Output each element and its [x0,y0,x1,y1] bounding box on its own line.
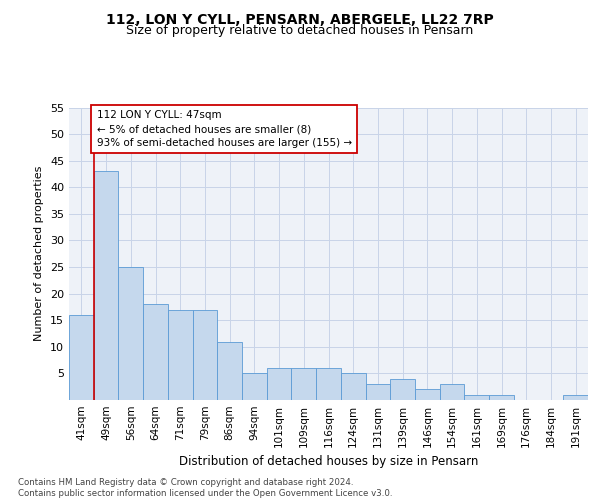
Bar [217,342,242,400]
Bar [267,368,292,400]
Bar [118,267,143,400]
Bar [365,384,390,400]
X-axis label: Distribution of detached houses by size in Pensarn: Distribution of detached houses by size … [179,456,478,468]
Text: Contains HM Land Registry data © Crown copyright and database right 2024.
Contai: Contains HM Land Registry data © Crown c… [18,478,392,498]
Bar [292,368,316,400]
Bar [94,172,118,400]
Bar [563,394,588,400]
Bar [143,304,168,400]
Bar [464,394,489,400]
Text: 112 LON Y CYLL: 47sqm
← 5% of detached houses are smaller (8)
93% of semi-detach: 112 LON Y CYLL: 47sqm ← 5% of detached h… [97,110,352,148]
Bar [415,390,440,400]
Bar [390,378,415,400]
Bar [193,310,217,400]
Text: Size of property relative to detached houses in Pensarn: Size of property relative to detached ho… [127,24,473,37]
Bar [316,368,341,400]
Y-axis label: Number of detached properties: Number of detached properties [34,166,44,342]
Text: 112, LON Y CYLL, PENSARN, ABERGELE, LL22 7RP: 112, LON Y CYLL, PENSARN, ABERGELE, LL22… [106,12,494,26]
Bar [242,374,267,400]
Bar [168,310,193,400]
Bar [341,374,365,400]
Bar [69,315,94,400]
Bar [489,394,514,400]
Bar [440,384,464,400]
